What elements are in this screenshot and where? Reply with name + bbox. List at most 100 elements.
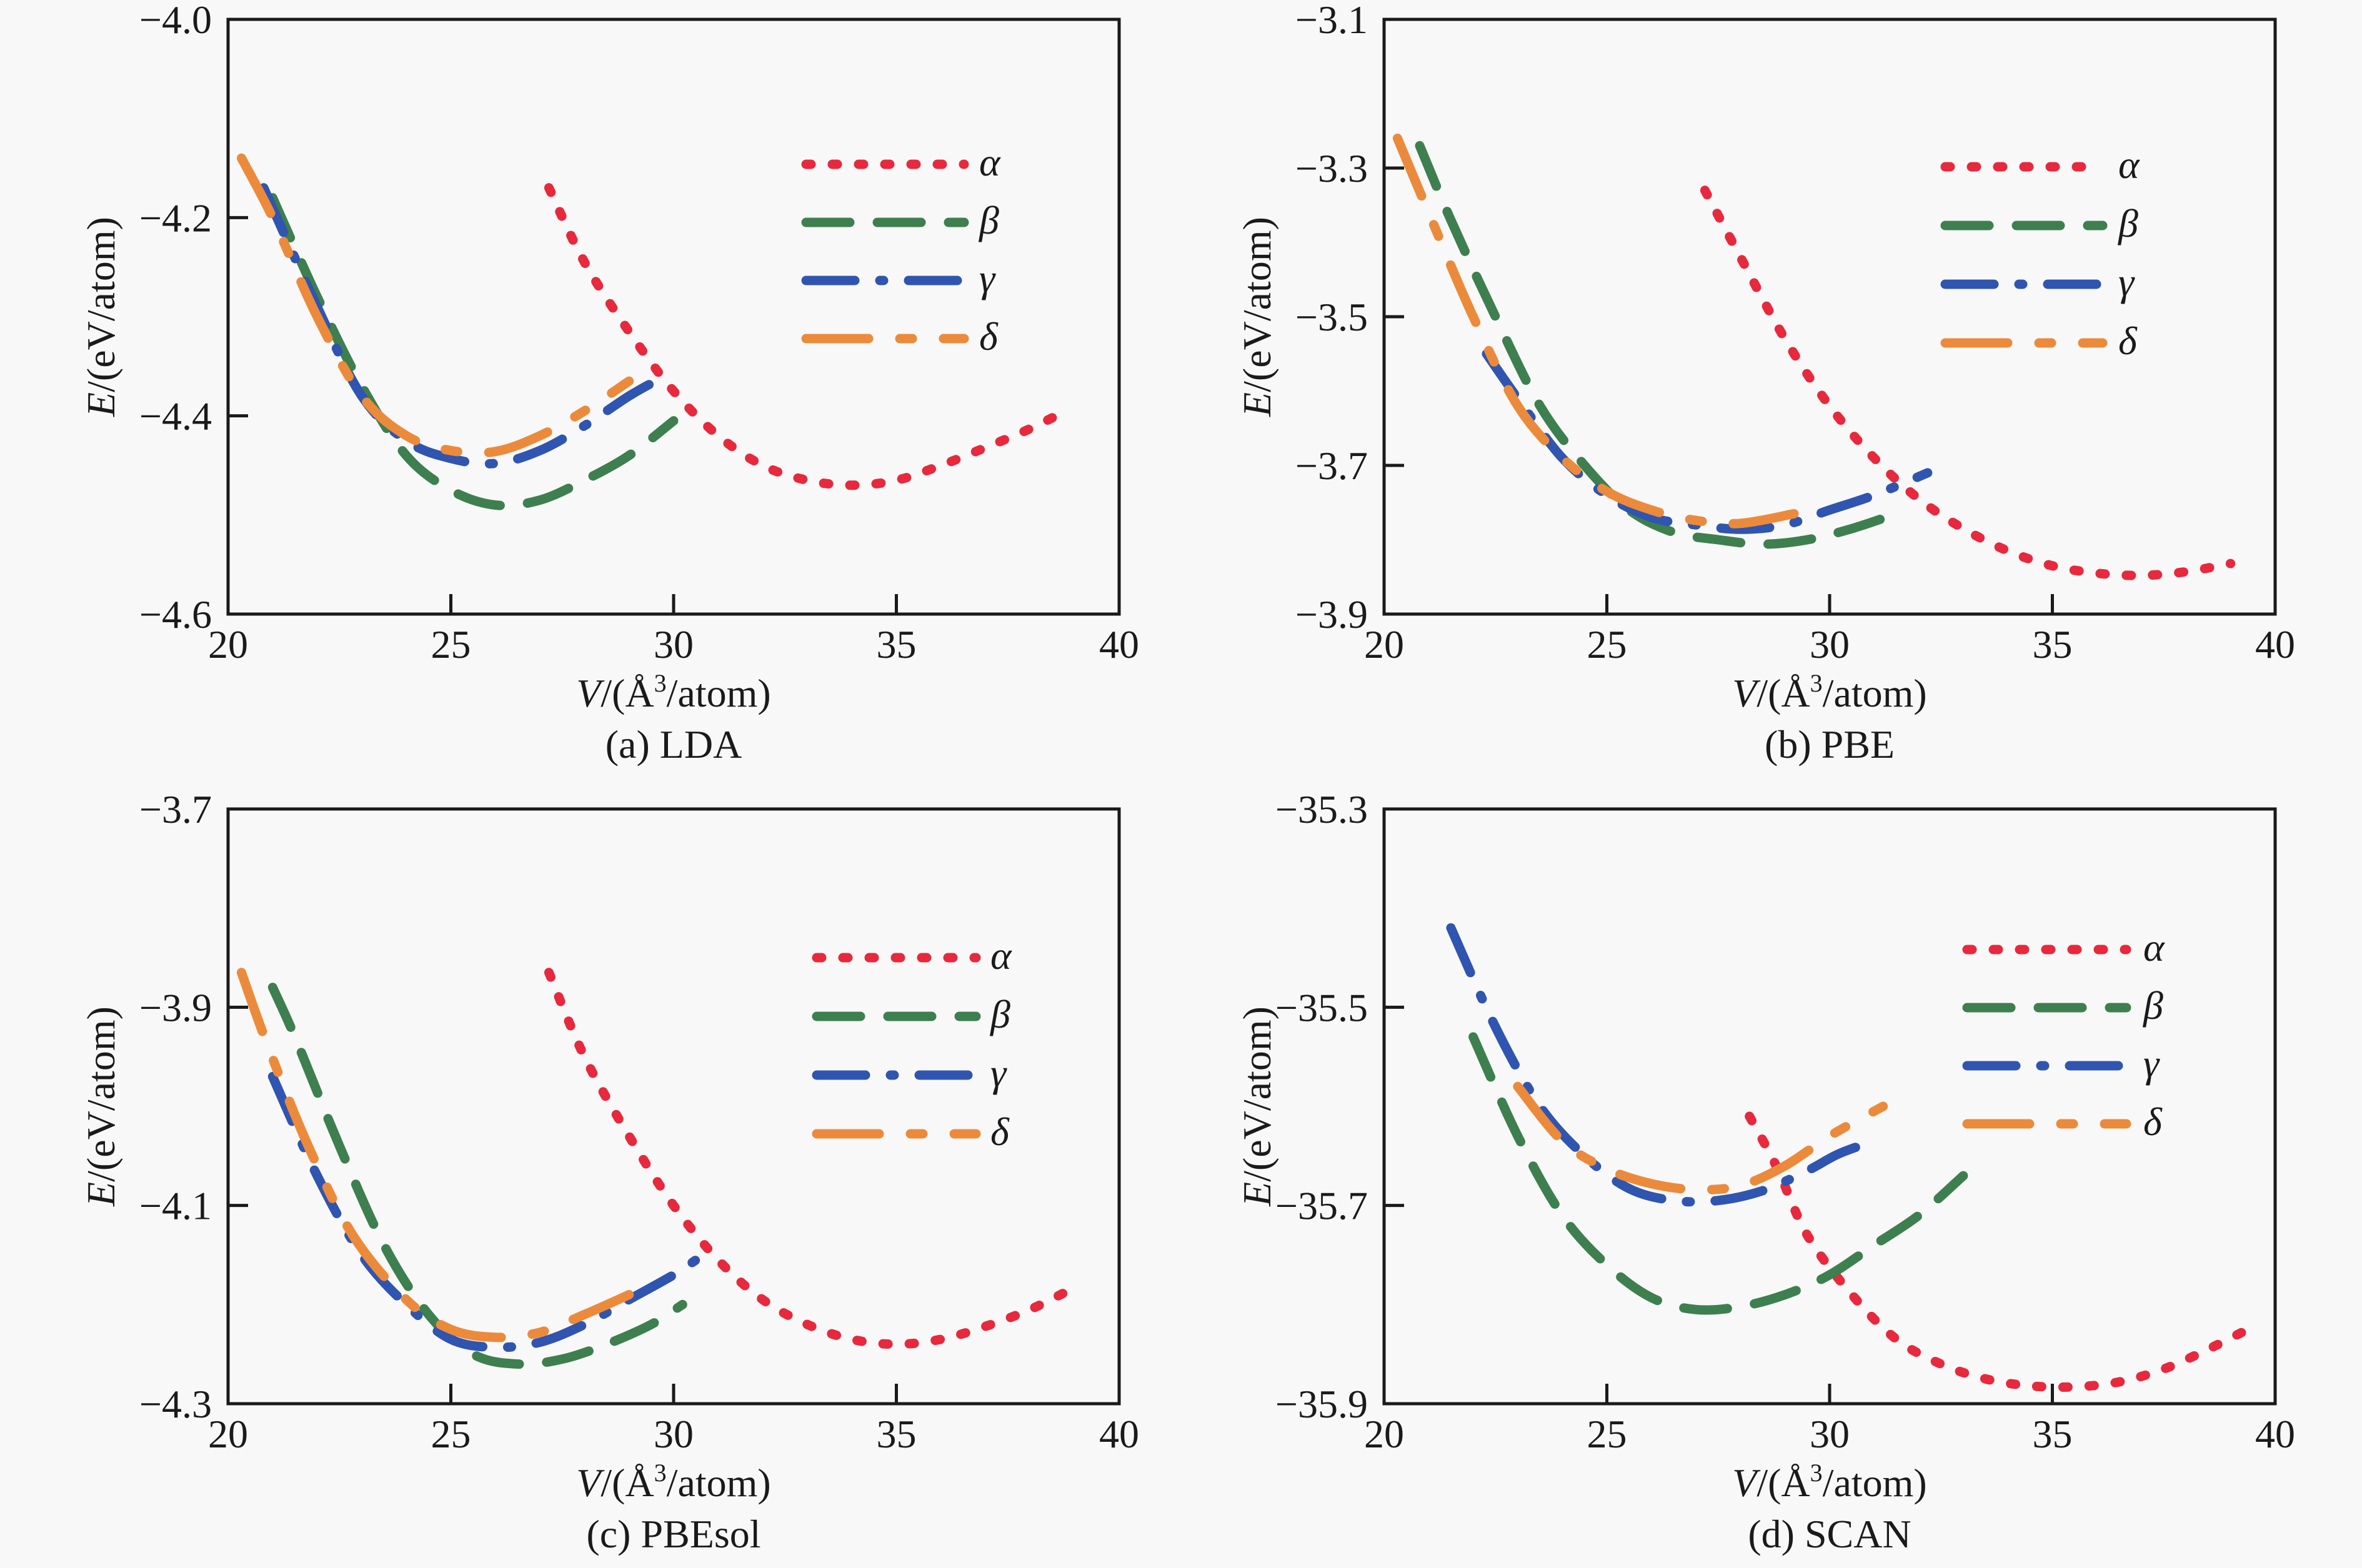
y-tick-label: −3.7 — [139, 787, 212, 831]
panel-d-scan: (d) SCAN 20 25 30 35 40 −35.9 −35.7 −35.5 −35.3 V… — [1235, 787, 2295, 1556]
x-axis-var: V — [576, 1461, 605, 1505]
panel-a-lda: (a) LDA 20 25 30 35 40−4.6−4.4−4.2−4.0V/(Å3/… — [79, 0, 1139, 767]
curve-alpha — [544, 183, 1070, 490]
legend-label-beta: β — [2117, 201, 2138, 246]
y-tick-label: −35.5 — [1275, 985, 1368, 1030]
curves — [1446, 923, 2262, 1392]
y-tick-label: −3.1 — [1295, 0, 1368, 42]
legend-item-beta: β — [801, 198, 999, 242]
y-axis-unit: /(eV/atom) — [1235, 217, 1279, 392]
y-tick-label: −4.2 — [139, 196, 212, 240]
legend-item-delta: δ — [801, 314, 999, 359]
y-axis-label: E/(eV/atom) — [79, 217, 123, 417]
curves — [236, 968, 1075, 1369]
x-tick-label: 25 — [431, 1412, 471, 1456]
curve-beta — [1415, 141, 1901, 549]
legend-label-beta: β — [989, 992, 1010, 1036]
y-axis-var: E — [79, 1182, 123, 1207]
panel-caption: (d) SCAN — [1748, 1512, 1911, 1556]
x-axis-var: V — [576, 671, 605, 715]
x-tick-label: 35 — [877, 622, 917, 667]
x-tick-label: 35 — [2033, 1412, 2073, 1456]
x-tick-label: 40 — [1099, 622, 1139, 667]
x-tick-label: 25 — [431, 622, 471, 667]
panel-b-pbe: (b) PBE 20 25 30 35 40−3.9−3.7−3.5−3.3−3.1V/… — [1235, 0, 2295, 767]
y-axis-var: E — [79, 392, 123, 417]
legend-item-gamma: γ — [801, 256, 996, 300]
x-tick-label: 20 — [208, 1412, 248, 1456]
legend-label-beta: β — [978, 198, 999, 242]
legend-item-beta: β — [1962, 983, 2163, 1028]
legend-label-alpha: α — [2143, 925, 2165, 970]
x-axis-tail: /atom) — [667, 1461, 771, 1505]
x-axis-tail: /atom) — [1823, 1461, 1927, 1505]
y-tick-label: −4.4 — [139, 394, 212, 439]
x-axis-label: V/(Å3/atom) — [576, 1459, 770, 1505]
x-axis-sup: 3 — [654, 669, 667, 697]
x-axis-var: V — [1732, 671, 1761, 715]
y-axis-unit: /(eV/atom) — [1235, 1006, 1279, 1182]
legend-item-beta: β — [812, 992, 1010, 1036]
x-tick-label: 30 — [654, 622, 694, 667]
x-tick-label: 20 — [208, 622, 248, 667]
y-tick-label: −3.3 — [1295, 146, 1368, 191]
x-axis-unit: /(Å — [1757, 1461, 1810, 1505]
legend-item-gamma: γ — [1962, 1041, 2160, 1086]
x-axis-label: V/(Å3/atom) — [1732, 669, 1926, 715]
x-axis-unit: /(Å — [600, 671, 654, 715]
y-tick-label: −35.3 — [1275, 787, 1368, 831]
x-tick-label: 25 — [1587, 1412, 1627, 1456]
y-tick-label: −4.6 — [139, 592, 212, 637]
legend-label-gamma: γ — [990, 1051, 1007, 1095]
x-axis-tail: /atom) — [667, 671, 771, 715]
legend-label-alpha: α — [2118, 142, 2140, 187]
legend-item-alpha: α — [1940, 142, 2140, 187]
x-axis-tail: /atom) — [1823, 671, 1927, 715]
legend-label-gamma: γ — [2143, 1041, 2160, 1086]
curves — [1392, 133, 2236, 580]
legend-item-delta: δ — [1940, 319, 2138, 363]
legend-label-delta: δ — [2118, 319, 2138, 363]
curve-alpha — [1700, 186, 2236, 580]
legend-label-gamma: γ — [2118, 260, 2135, 304]
legend-label-gamma: γ — [979, 256, 996, 300]
x-tick-label: 25 — [1587, 622, 1627, 667]
x-axis-label: V/(Å3/atom) — [1732, 1459, 1926, 1505]
panel-caption: (a) LDA — [605, 722, 742, 767]
x-axis-unit: /(Å — [1757, 671, 1810, 715]
legend-label-alpha: α — [979, 140, 1001, 184]
legend-item-gamma: γ — [1940, 260, 2135, 304]
legend-label-delta: δ — [979, 314, 999, 359]
x-axis-unit: /(Å — [600, 1461, 654, 1505]
legend-item-delta: δ — [812, 1109, 1010, 1154]
curve-gamma — [1446, 923, 1879, 1207]
x-tick-label: 20 — [1364, 1412, 1404, 1456]
y-tick-label: −4.1 — [139, 1184, 212, 1228]
x-tick-label: 40 — [2255, 622, 2295, 667]
legend-item-alpha: α — [1962, 925, 2165, 970]
legend-item-delta: δ — [1962, 1099, 2163, 1144]
x-tick-label: 30 — [654, 1412, 694, 1456]
y-tick-label: −3.7 — [1295, 444, 1368, 488]
y-tick-label: −3.9 — [139, 985, 212, 1030]
legend-item-alpha: α — [812, 933, 1012, 978]
curve-delta — [236, 153, 634, 458]
y-axis-label: E/(eV/atom) — [79, 1006, 123, 1207]
y-tick-label: −35.7 — [1275, 1184, 1368, 1228]
x-tick-label: 40 — [1099, 1412, 1139, 1456]
y-axis-var: E — [1235, 392, 1279, 417]
legend-item-beta: β — [1940, 201, 2138, 246]
curve-delta — [236, 968, 634, 1342]
y-tick-label: −4.3 — [139, 1382, 212, 1426]
x-tick-label: 40 — [2255, 1412, 2295, 1456]
curve-alpha — [1745, 1111, 2262, 1392]
x-tick-label: 35 — [2033, 622, 2073, 667]
legend-label-beta: β — [2142, 983, 2163, 1028]
y-tick-label: −3.5 — [1295, 295, 1368, 339]
y-axis-var: E — [1235, 1182, 1279, 1207]
x-axis-var: V — [1732, 1461, 1761, 1505]
